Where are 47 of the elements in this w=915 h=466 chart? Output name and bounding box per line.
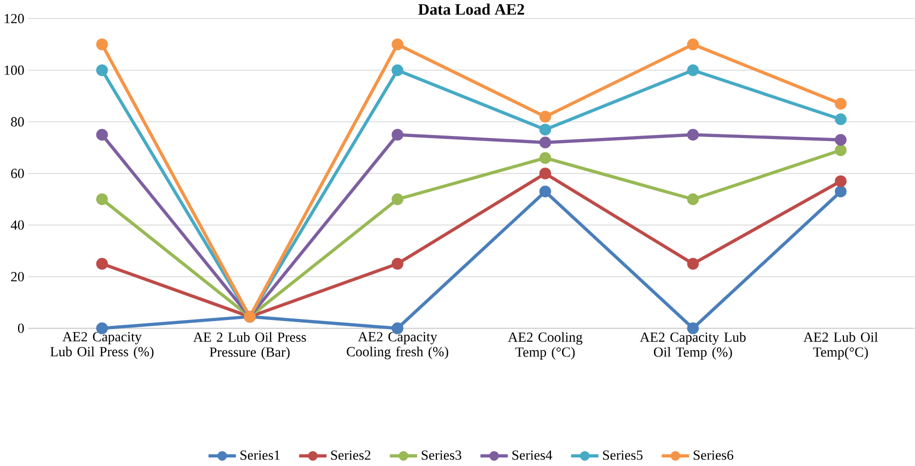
point: [392, 194, 404, 206]
point: [539, 168, 552, 180]
point: [834, 144, 847, 156]
point: [834, 98, 847, 110]
point: [834, 186, 847, 198]
x-tick-label: AE2 Capacity Lub Oil Press (%): [50, 332, 154, 360]
x-tick-label: AE2 Capacity Lub Oil Temp (%): [640, 332, 746, 360]
y-tick-label: 100: [4, 66, 24, 76]
point: [539, 136, 552, 149]
point: [392, 64, 404, 76]
x-tick-label: AE2 Lub Oil Temp(°C): [803, 332, 878, 360]
point: [96, 38, 108, 51]
point: [392, 258, 404, 270]
legend-label: Series1: [240, 450, 280, 460]
x-tick-label: AE 2 Lub Oil Press Pressure (Bar): [193, 332, 306, 360]
chart-title: Data Load AE2: [418, 4, 524, 16]
point: [539, 124, 552, 136]
point: [96, 194, 108, 206]
y-tick-label: 20: [11, 272, 24, 282]
y-tick-label: 120: [4, 14, 24, 24]
point: [392, 38, 404, 51]
y-tick-label: 40: [10, 220, 24, 230]
y-tick-label: 0: [18, 324, 24, 334]
legend-label: Series2: [331, 450, 370, 460]
y-tick-label: 80: [11, 117, 24, 127]
point: [834, 114, 847, 126]
point: [539, 152, 552, 164]
y-tick-label: 60: [11, 168, 24, 178]
point: [96, 129, 108, 141]
point: [539, 186, 552, 198]
point: [834, 134, 847, 146]
legend-label: Series5: [603, 450, 643, 460]
point: [539, 111, 552, 123]
x-tick-label: AE2 Capacity Cooling fresh (%): [346, 332, 448, 360]
legend-label: Series4: [512, 450, 552, 460]
x-tick-label: AE2 Cooling Temp (°C): [508, 332, 582, 360]
legend-label: Series3: [422, 450, 462, 460]
point: [96, 64, 108, 76]
point: [96, 258, 108, 270]
legend-label: Series6: [694, 450, 734, 460]
point: [687, 64, 699, 76]
point: [687, 194, 699, 206]
point: [687, 38, 699, 51]
point: [834, 176, 847, 188]
point: [392, 129, 404, 141]
point: [687, 258, 699, 270]
point: [687, 129, 699, 141]
